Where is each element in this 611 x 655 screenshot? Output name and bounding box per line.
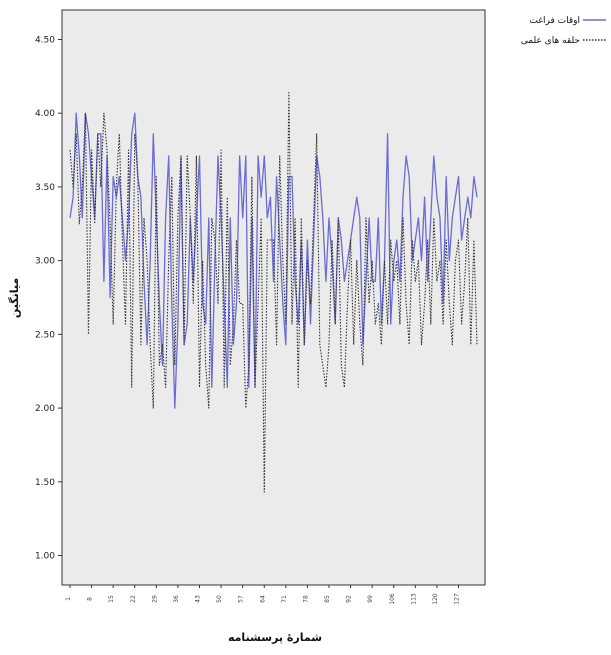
x-tick-label: 106: [389, 593, 396, 605]
y-tick-label: 1.50: [35, 478, 55, 488]
x-tick-label: 120: [432, 593, 439, 605]
y-tick-label: 2.50: [35, 330, 55, 340]
x-tick-label: 57: [238, 595, 245, 603]
x-tick-label: 92: [346, 595, 353, 603]
x-axis-title: شمارهٔ پرسشنامه: [228, 631, 322, 644]
y-tick-label: 4.00: [35, 109, 55, 119]
series-line-2: [69, 92, 478, 493]
x-tick-label: 1: [65, 597, 72, 601]
y-tick-label: 3.00: [35, 257, 55, 267]
x-tick-label: 36: [173, 595, 180, 603]
y-tick-label: 3.50: [35, 183, 55, 193]
x-tick-label: 113: [410, 593, 417, 605]
x-tick-label: 99: [367, 595, 374, 603]
x-tick-label: 8: [87, 597, 94, 601]
legend: اوقات فراغت حلقه های علمی: [521, 16, 606, 46]
y-tick-label: 2.00: [35, 404, 55, 414]
y-axis: 1.00 1.50 2.00 2.50 3.00 3.50 4.00 4.50: [35, 35, 62, 562]
x-tick-label: 64: [259, 595, 266, 603]
x-tick-label: 43: [195, 595, 202, 603]
y-tick-label: 1.00: [35, 552, 55, 562]
series-layer: [69, 92, 478, 493]
y-axis-title: میانگین: [8, 278, 21, 318]
x-tick-label: 78: [302, 595, 309, 603]
legend-label-2: حلقه های علمی: [521, 36, 580, 46]
x-tick-label: 71: [281, 595, 288, 603]
x-tick-label: 15: [108, 595, 115, 603]
x-tick-label: 50: [216, 595, 223, 603]
x-tick-label: 85: [324, 595, 331, 603]
x-tick-label: 29: [151, 595, 158, 603]
x-tick-label: 127: [454, 593, 461, 605]
legend-label-1: اوقات فراغت: [529, 16, 580, 26]
x-tick-label: 22: [130, 595, 137, 603]
x-axis: 1 8 15 22 29 36 43 50 57 64 71 78 85 92 99 106 113 120 127: [65, 585, 461, 605]
y-tick-label: 4.50: [35, 35, 55, 45]
